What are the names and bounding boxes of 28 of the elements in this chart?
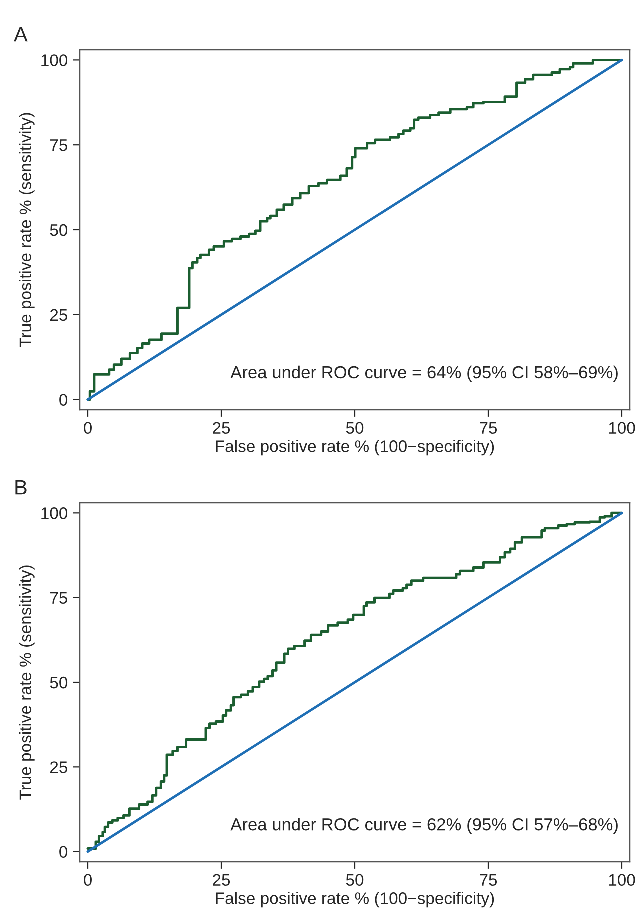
y-tick-label: 25 bbox=[50, 762, 68, 774]
x-tick-label: 25 bbox=[213, 422, 230, 434]
y-axis-title: True positive rate % (sensitivity) bbox=[19, 566, 35, 800]
y-tick-label: 100 bbox=[42, 54, 68, 66]
x-tick-label: 0 bbox=[84, 422, 92, 434]
y-tick-label: 50 bbox=[50, 224, 68, 236]
y-tick-label: 0 bbox=[60, 846, 68, 858]
y-tick-label: 100 bbox=[42, 508, 68, 520]
annotation: Area under ROC curve = 64% (95% CI 58%–69%) bbox=[230, 366, 618, 382]
chart-title: B bbox=[16, 480, 27, 495]
x-axis-title: False positive rate % (100−specificity) bbox=[216, 440, 494, 456]
x-tick-label: 75 bbox=[480, 422, 498, 434]
x-tick-label: 25 bbox=[213, 874, 230, 886]
y-tick-label: 25 bbox=[50, 309, 68, 322]
x-tick-label: 75 bbox=[480, 874, 498, 886]
y-tick-label: 75 bbox=[50, 140, 68, 152]
y-tick-label: 0 bbox=[60, 394, 68, 406]
x-tick-label: 100 bbox=[609, 422, 636, 434]
x-tick-label: 50 bbox=[346, 874, 364, 886]
x-tick-label: 0 bbox=[84, 874, 92, 886]
y-axis-title: True positive rate % (sensitivity) bbox=[19, 113, 35, 348]
chart-title: A bbox=[14, 27, 28, 42]
annotation: Area under ROC curve = 62% (95% CI 57%–68%) bbox=[230, 818, 618, 834]
y-tick-label: 50 bbox=[50, 676, 68, 689]
x-tick-label: 100 bbox=[609, 874, 636, 886]
x-axis-title: False positive rate % (100−specificity) bbox=[216, 892, 494, 908]
y-tick-label: 75 bbox=[50, 592, 68, 604]
x-tick-label: 50 bbox=[346, 422, 364, 434]
